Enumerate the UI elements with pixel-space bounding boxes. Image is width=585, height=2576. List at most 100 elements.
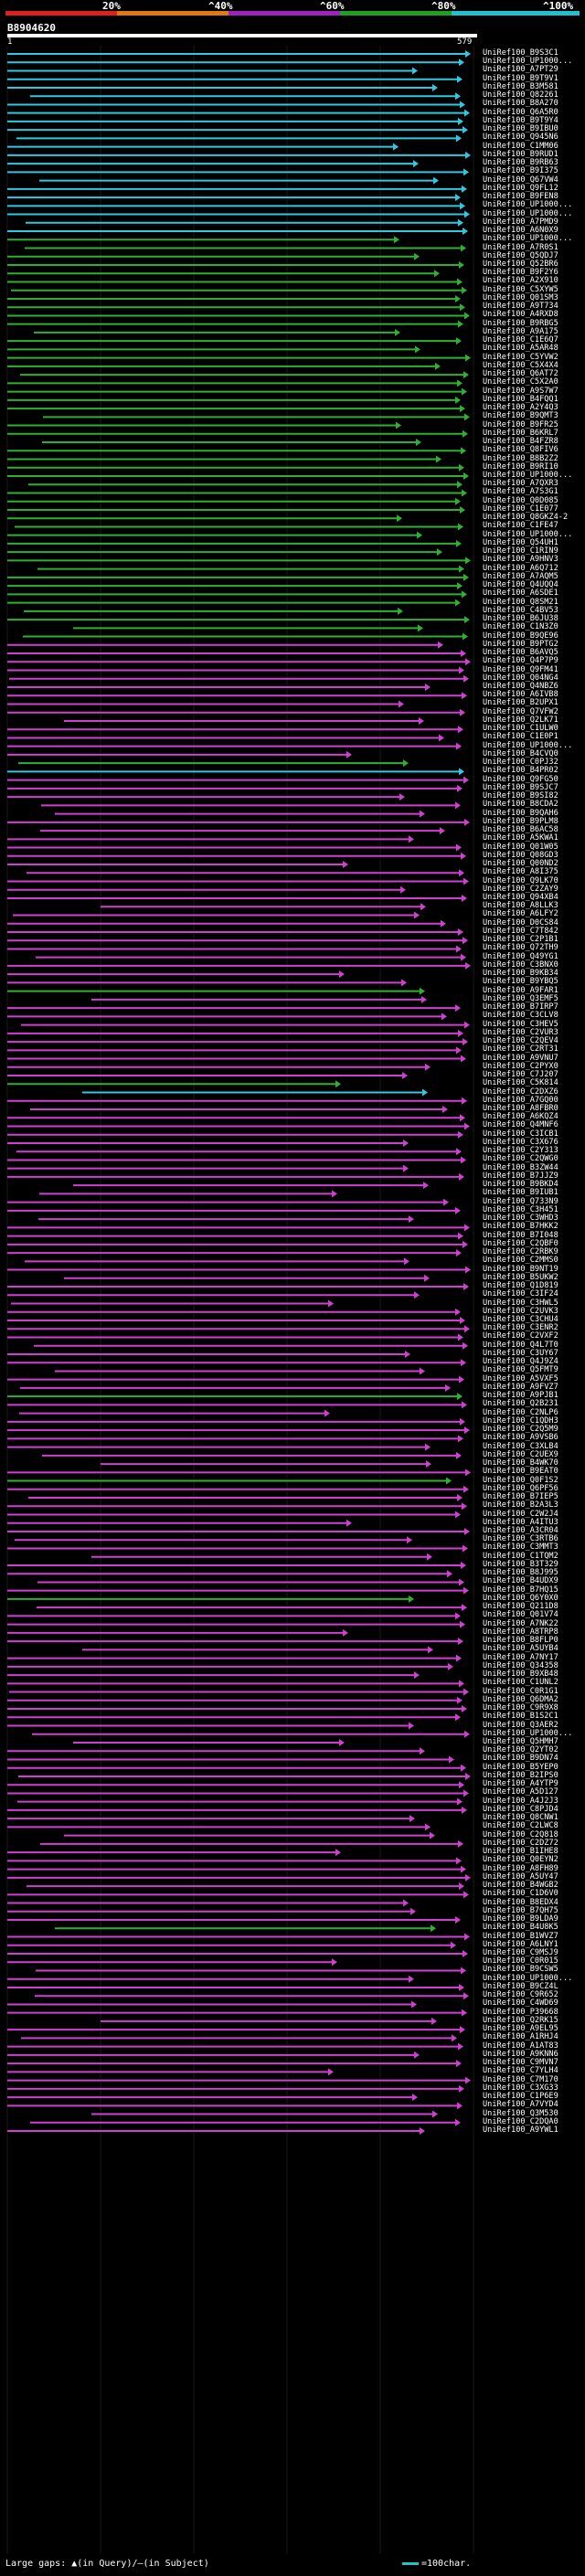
hit-label[interactable]: UniRef100_B1WVZ7 xyxy=(483,1931,558,1941)
hit-label[interactable]: UniRef100_C3CLV8 xyxy=(483,1011,558,1021)
hit-label[interactable]: UniRef100_C2W2J4 xyxy=(483,1509,558,1519)
hit-label[interactable]: UniRef100_B9S3C1 xyxy=(483,48,558,58)
hit-label[interactable]: UniRef100_C2Q818 xyxy=(483,1829,558,1839)
hit-label[interactable]: UniRef100_C1TQM2 xyxy=(483,1551,558,1561)
hit-label[interactable]: UniRef100_Q3M530 xyxy=(483,2108,558,2118)
hit-label[interactable]: UniRef100_C1N3Z0 xyxy=(483,622,558,632)
hit-label[interactable]: UniRef100_A9T734 xyxy=(483,302,558,312)
hit-label[interactable]: UniRef100_A7NK22 xyxy=(483,1618,558,1628)
hit-label[interactable]: UniRef100_C7T842 xyxy=(483,926,558,936)
hit-label[interactable]: UniRef100_C1E0P1 xyxy=(483,732,558,742)
hit-label[interactable]: UniRef100_C1UNL2 xyxy=(483,1678,558,1688)
hit-label[interactable]: UniRef100_C2VUR3 xyxy=(483,1027,558,1037)
hit-label[interactable]: UniRef100_B9FR25 xyxy=(483,419,558,429)
hit-label[interactable]: UniRef100_B4UDX9 xyxy=(483,1576,558,1586)
hit-label[interactable]: UniRef100_B4U8K5 xyxy=(483,1923,558,1933)
hit-label[interactable]: UniRef100_A9YWL1 xyxy=(483,2125,558,2136)
hit-label[interactable]: UniRef100_Q9FM41 xyxy=(483,664,558,674)
hit-label[interactable]: UniRef100_Q5FMT9 xyxy=(483,1365,558,1375)
hit-label[interactable]: UniRef100_C3HWL5 xyxy=(483,1298,558,1308)
hit-label[interactable]: UniRef100_C2DQA0 xyxy=(483,2116,558,2126)
hit-label[interactable]: UniRef100_Q6PF56 xyxy=(483,1483,558,1493)
hit-label[interactable]: UniRef100_B9SI82 xyxy=(483,791,558,801)
hit-label[interactable]: UniRef100_B7IRP7 xyxy=(483,1002,558,1012)
hit-label[interactable]: UniRef100_B8CDA2 xyxy=(483,800,558,810)
hit-label[interactable]: UniRef100_A8FH89 xyxy=(483,1863,558,1873)
hit-label[interactable]: UniRef100_A4ITU3 xyxy=(483,1517,558,1527)
hit-label[interactable]: UniRef100_A5VXF5 xyxy=(483,1373,558,1383)
hit-label[interactable]: UniRef100_B9RI10 xyxy=(483,461,558,472)
hit-label[interactable]: UniRef100_B7I048 xyxy=(483,1230,558,1240)
hit-label[interactable]: UniRef100_A8I375 xyxy=(483,867,558,877)
hit-label[interactable]: UniRef100_B6JU38 xyxy=(483,614,558,624)
hit-label[interactable]: UniRef100_A2X910 xyxy=(483,276,558,286)
hit-label[interactable]: UniRef100_UP1000... xyxy=(483,529,573,539)
hit-label[interactable]: UniRef100_B5UKW2 xyxy=(483,1272,558,1282)
hit-label[interactable]: UniRef100_A9HNV3 xyxy=(483,555,558,565)
hit-label[interactable]: UniRef100_C2LWC8 xyxy=(483,1821,558,1831)
hit-label[interactable]: UniRef100_C3XG33 xyxy=(483,2083,558,2093)
hit-label[interactable]: UniRef100_B9NT19 xyxy=(483,1264,558,1274)
hit-label[interactable]: UniRef100_C8PJD4 xyxy=(483,1804,558,1814)
hit-label[interactable]: UniRef100_A9PJB1 xyxy=(483,1391,558,1401)
hit-label[interactable]: UniRef100_C1E077 xyxy=(483,504,558,514)
hit-label[interactable]: UniRef100_B6KRL7 xyxy=(483,428,558,438)
hit-label[interactable]: UniRef100_UP1000... xyxy=(483,200,573,210)
hit-label[interactable]: UniRef100_C3RTB6 xyxy=(483,1534,558,1544)
hit-label[interactable]: UniRef100_A6KQZ4 xyxy=(483,1112,558,1122)
hit-label[interactable]: UniRef100_Q211D8 xyxy=(483,1602,558,1612)
hit-label[interactable]: UniRef100_A1RHJ4 xyxy=(483,2032,558,2042)
hit-label[interactable]: UniRef100_UP1000... xyxy=(483,1973,573,1983)
hit-label[interactable]: UniRef100_B1IHE8 xyxy=(483,1847,558,1857)
hit-label[interactable]: UniRef100_B9F2Y6 xyxy=(483,268,558,278)
hit-label[interactable]: UniRef100_A4J2J3 xyxy=(483,1796,558,1806)
hit-label[interactable]: UniRef100_B9QMT3 xyxy=(483,411,558,421)
hit-label[interactable]: UniRef100_Q49YG1 xyxy=(483,951,558,961)
hit-label[interactable]: UniRef100_B5YEP0 xyxy=(483,1762,558,1772)
hit-label[interactable]: UniRef100_Q9LK70 xyxy=(483,875,558,885)
hit-label[interactable]: UniRef100_B6AC58 xyxy=(483,825,558,835)
hit-label[interactable]: UniRef100_C2DXZ6 xyxy=(483,1087,558,1097)
hit-label[interactable]: UniRef100_Q0EYN2 xyxy=(483,1855,558,1865)
hit-label[interactable]: UniRef100_A4YTP9 xyxy=(483,1779,558,1789)
hit-label[interactable]: UniRef100_C2NLP6 xyxy=(483,1407,558,1417)
hit-label[interactable]: UniRef100_A9KNN6 xyxy=(483,2049,558,2059)
hit-label[interactable]: UniRef100_C4BV53 xyxy=(483,605,558,615)
hit-label[interactable]: UniRef100_B9T9V1 xyxy=(483,73,558,83)
hit-label[interactable]: UniRef100_UP1000... xyxy=(483,1728,573,1738)
hit-label[interactable]: UniRef100_A4RXD8 xyxy=(483,310,558,320)
hit-label[interactable]: UniRef100_B9RUD1 xyxy=(483,149,558,159)
hit-label[interactable]: UniRef100_Q6A5R0 xyxy=(483,107,558,117)
hit-label[interactable]: UniRef100_C5K814 xyxy=(483,1078,558,1088)
hit-label[interactable]: UniRef100_C5X2A0 xyxy=(483,377,558,387)
hit-label[interactable]: UniRef100_A9FAR1 xyxy=(483,985,558,995)
hit-label[interactable]: UniRef100_Q1D819 xyxy=(483,1281,558,1291)
hit-label[interactable]: UniRef100_Q6DMA2 xyxy=(483,1694,558,1704)
hit-label[interactable]: UniRef100_C9MVN7 xyxy=(483,2058,558,2068)
hit-label[interactable]: UniRef100_A8FBR0 xyxy=(483,1104,558,1113)
hit-label[interactable]: UniRef100_C3HEV5 xyxy=(483,1019,558,1029)
hit-label[interactable]: UniRef100_A7GQ00 xyxy=(483,1095,558,1105)
hit-label[interactable]: UniRef100_C3ENR2 xyxy=(483,1323,558,1333)
hit-label[interactable]: UniRef100_B4FQQ1 xyxy=(483,394,558,404)
hit-label[interactable]: UniRef100_Q3EMF5 xyxy=(483,993,558,1003)
hit-label[interactable]: UniRef100_A6LFY2 xyxy=(483,909,558,919)
hit-label[interactable]: UniRef100_B9QE96 xyxy=(483,631,558,641)
hit-label[interactable]: UniRef100_Q04NG4 xyxy=(483,673,558,683)
hit-label[interactable]: UniRef100_C1FE47 xyxy=(483,521,558,531)
hit-label[interactable]: UniRef100_C2UVK3 xyxy=(483,1306,558,1316)
hit-label[interactable]: UniRef100_A6SDE1 xyxy=(483,588,558,599)
hit-label[interactable]: UniRef100_Q01W05 xyxy=(483,842,558,852)
hit-label[interactable]: UniRef100_C0R1G1 xyxy=(483,1686,558,1696)
hit-label[interactable]: UniRef100_C1D6V0 xyxy=(483,1889,558,1899)
hit-label[interactable]: UniRef100_B1S2C1 xyxy=(483,1712,558,1722)
hit-label[interactable]: UniRef100_Q00ND2 xyxy=(483,859,558,869)
hit-label[interactable]: UniRef100_A5UYB4 xyxy=(483,1644,558,1654)
hit-label[interactable]: UniRef100_B7HQ15 xyxy=(483,1585,558,1595)
hit-label[interactable]: UniRef100_Q9FL12 xyxy=(483,183,558,193)
hit-label[interactable]: UniRef100_UP1000... xyxy=(483,208,573,218)
hit-label[interactable]: UniRef100_C2UEX9 xyxy=(483,1449,558,1459)
hit-label[interactable]: UniRef100_P39668 xyxy=(483,2007,558,2017)
hit-label[interactable]: UniRef100_B9I375 xyxy=(483,166,558,176)
hit-label[interactable]: UniRef100_C0PJ32 xyxy=(483,758,558,768)
